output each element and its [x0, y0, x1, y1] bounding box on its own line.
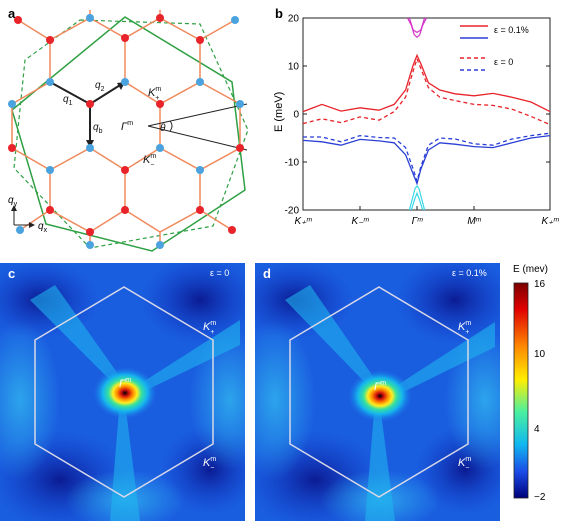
blue-site: [46, 78, 54, 86]
blue-site: [236, 100, 244, 108]
plot-frame: [302, 17, 551, 211]
panel-d-letter: d: [263, 266, 271, 281]
blue-site: [16, 226, 24, 234]
bz-hexagon-c: [34, 286, 214, 498]
x-axis: K₊ᵐ K₋ᵐ Γᵐ Mᵐ K₊ᵐ: [295, 206, 560, 227]
red-site: [121, 34, 129, 42]
colorbar-title: E (mev): [513, 264, 548, 275]
blue-site: [196, 78, 204, 86]
blue-site: [86, 241, 94, 249]
kminus-label-d: Km −: [458, 456, 471, 472]
y-axis-label: E (meV): [273, 92, 285, 132]
red-site: [156, 14, 164, 22]
legend-label: ε = 0.1%: [494, 25, 529, 35]
theta-lines: [147, 103, 248, 151]
label-kplus: Km +: [148, 86, 161, 102]
band-tip-2: [408, 185, 426, 210]
label-qy: qy: [8, 195, 18, 208]
band-tip-1: [408, 18, 426, 34]
band-series-2: [303, 56, 550, 126]
panel-d: [255, 263, 500, 521]
y-axis: -20 -10 0 10 20: [285, 14, 550, 217]
blue-site: [156, 241, 164, 249]
strain-label-d: ε = 0.1%: [452, 268, 487, 278]
red-site: [196, 206, 204, 214]
colorbar-tick-neg2: −2: [534, 492, 546, 503]
label-q2: q2: [95, 80, 105, 93]
legend-label: ε = 0: [494, 57, 513, 67]
hotspot-d: [348, 370, 412, 422]
gamma-label-c: Γm: [119, 377, 131, 390]
label-q1: q1: [63, 94, 73, 107]
gamma-label-d: Γm: [374, 380, 386, 393]
x-tick-label: Mᵐ: [467, 216, 481, 227]
red-site: [156, 100, 164, 108]
x-tick-label: Γᵐ: [412, 216, 424, 227]
label-qx: qx: [38, 221, 48, 234]
kplus-label-d: Km +: [458, 320, 471, 336]
band-lines: [303, 18, 550, 210]
panel-c-letter: c: [8, 266, 15, 281]
colorbar-tick-16: 16: [534, 279, 546, 290]
qy-arrowhead: [11, 205, 17, 211]
red-site: [8, 144, 16, 152]
x-tick-label: K₊ᵐ: [295, 216, 313, 227]
x-tick-label: K₊ᵐ: [542, 216, 560, 227]
red-site: [228, 226, 236, 234]
label-qb: qb: [93, 122, 103, 135]
band-tip-3: [410, 191, 424, 210]
reciprocal-vectors: [49, 81, 126, 148]
colorbar-gradient: [513, 282, 529, 499]
label-kminus: Km −: [143, 153, 156, 169]
bz-dashed: [13, 19, 249, 249]
blue-site: [46, 166, 54, 174]
y-tick-label: 20: [288, 14, 300, 25]
panel-b: b -20 -10 0 10 20 K₊ᵐ K₋ᵐ Γᵐ Mᵐ K₊ᵐ E (meV) ε = …: [273, 6, 559, 227]
label-gamma: Γm: [121, 120, 133, 133]
colorbar-tick-4: 4: [534, 424, 540, 435]
blue-site: [196, 166, 204, 174]
red-site: [236, 144, 244, 152]
panel-a-letter: a: [8, 6, 16, 21]
panel-c-labels: c ε = 0 Γm Km + Km −: [8, 266, 229, 472]
bz-hexagon-d: [289, 286, 469, 498]
red-site: [46, 36, 54, 44]
red-site: [121, 206, 129, 214]
red-site: [121, 166, 129, 174]
lattice-sites: [8, 14, 244, 249]
colorbar: E (mev) 16 10 4 −2: [513, 264, 548, 503]
red-site: [86, 228, 94, 236]
x-tick-label: K₋ᵐ: [352, 216, 370, 227]
red-site: [196, 36, 204, 44]
legend: ε = 0.1% ε = 0: [460, 25, 529, 71]
kplus-label-c: Km +: [203, 320, 216, 336]
panel-b-letter: b: [275, 6, 283, 21]
red-site: [86, 100, 94, 108]
y-tick-label: 0: [293, 110, 299, 121]
hotspot-c: [93, 367, 157, 419]
panel-d-labels: d ε = 0.1% Γm Km + Km −: [263, 266, 487, 472]
red-site: [14, 16, 22, 24]
band-series-1: [303, 134, 550, 186]
colorbar-tick-10: 10: [534, 349, 546, 360]
blue-site: [86, 14, 94, 22]
blue-site: [8, 100, 16, 108]
label-theta: θ: [160, 123, 166, 134]
kminus-label-c: Km −: [203, 456, 216, 472]
red-site: [46, 206, 54, 214]
blue-site: [231, 16, 239, 24]
y-tick-label: -20: [285, 206, 300, 217]
panel-a: a: [8, 6, 249, 252]
band-series-3: [303, 132, 550, 184]
blue-site: [121, 78, 129, 86]
blue-site: [156, 144, 164, 152]
panel-c: [0, 263, 245, 521]
blue-site: [86, 144, 94, 152]
qx-arrowhead: [29, 222, 35, 228]
strain-label-c: ε = 0: [210, 268, 229, 278]
band-series-0: [303, 53, 550, 113]
y-tick-label: 10: [288, 62, 300, 73]
y-tick-label: -10: [285, 158, 300, 169]
